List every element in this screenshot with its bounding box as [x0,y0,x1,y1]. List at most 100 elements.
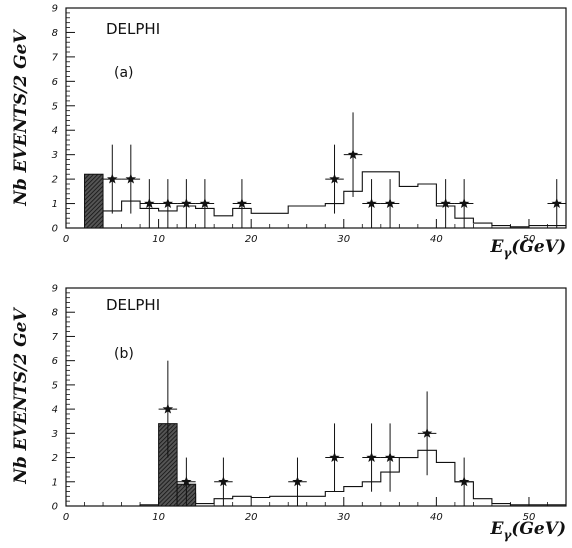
panel-b-y-axis-title: Nb EVENTS/2 GeV [11,306,31,484]
star-marker [218,476,229,487]
y-tick-label: 0 [52,224,58,235]
panel-b-simulation-histogram [139,449,566,506]
x-tick-label: 0 [63,234,69,245]
panel-a-x-axis-title-unit: (GeV) [511,237,566,257]
panel-b-plot-frame [65,287,567,507]
data-point [288,457,307,506]
histogram-bin [399,457,418,459]
histogram-bin [529,504,566,506]
data-point [158,179,178,228]
data-point [362,179,381,228]
histogram-bin [492,225,511,227]
data-point [380,179,400,228]
x-tick-label: 0 [63,512,69,523]
star-marker [366,452,377,463]
histogram-bin [251,497,270,499]
panel-a-y-axis-title: Nb EVENTS/2 GeV [11,28,31,206]
x-tick-label: 30 [337,234,350,245]
star-marker [199,198,211,209]
y-tick-label: 4 [52,126,58,137]
histogram-bin [510,504,529,506]
star-marker [125,173,137,184]
star-marker [458,476,470,487]
panel-b-x-axis-title-main: E [489,519,504,539]
panel-b-experiment-label: DELPHI [106,296,160,314]
panel-b-x-axis-title-unit: (GeV) [511,519,566,539]
histogram-line [139,449,566,506]
panel-b-data-points [158,360,474,506]
star-marker [181,198,192,209]
panel-a-x-axis-title: Eγ(GeV) [489,237,566,260]
y-tick-label: 6 [52,77,58,88]
star-marker [551,198,562,209]
data-point [232,179,252,228]
y-tick-label: 3 [52,429,58,440]
panel-b-panel-label: (b) [114,346,134,362]
data-point [380,423,400,492]
histogram-bin [344,486,363,488]
panel-a-x-axis-title-sub: γ [503,246,512,260]
panel-b-x-axis-title-sub: γ [503,528,512,542]
histogram-bin [270,495,289,497]
panel-a-y-ticks: 0 1 2 3 4 5 6 7 8 9 [52,4,75,235]
histogram-bin [288,495,325,497]
star-marker [347,149,359,160]
y-tick-label: 5 [52,380,58,391]
data-point [436,179,455,228]
y-tick-label: 5 [52,101,58,112]
y-tick-label: 6 [52,356,58,367]
x-tick-label: 40 [430,234,443,245]
y-tick-label: 2 [52,453,58,464]
histogram-bin [473,222,492,224]
histogram-bin [362,171,399,173]
star-marker [329,173,340,184]
y-tick-label: 7 [52,52,59,63]
histogram-bin [473,498,492,500]
star-marker [384,198,396,209]
histogram-bin [233,495,252,497]
panel-b: Nb EVENTS/2 GeV 0 1 2 3 4 5 6 7 8 9 0 10 20 30 40 50 D… [11,284,567,542]
panel-a-plot-frame [65,7,567,229]
histogram-bin [214,215,233,217]
data-point [547,179,566,228]
y-tick-label: 3 [52,150,58,161]
histogram-bin [251,212,288,214]
histogram-bin [399,185,418,187]
histogram-bin [510,226,529,228]
y-tick-label: 8 [52,308,58,319]
hatched-bar [84,173,104,229]
x-tick-label: 50 [523,512,536,523]
histogram-bin [140,504,159,506]
star-marker [107,173,118,184]
data-point [454,179,474,228]
data-point [343,112,363,197]
data-point [325,144,344,214]
panel-b-hatched-bars [158,423,197,507]
data-point [214,457,233,506]
data-point [417,391,437,476]
data-point [158,360,178,458]
y-tick-label: 8 [52,28,58,39]
panel-a-simulation-histogram [102,171,566,228]
data-point [195,179,215,228]
star-marker [421,427,433,438]
data-point [121,144,141,214]
star-marker [144,198,155,209]
panel-a-panel-label: (a) [114,65,134,81]
histogram-bin [196,503,215,505]
y-tick-label: 2 [52,175,58,186]
data-point [140,179,159,228]
y-tick-label: 4 [52,405,58,416]
panel-a: Nb EVENTS/2 GeV 0 1 2 3 4 5 6 7 8 9 0 10 20 30 40 50 D… [11,4,567,260]
histogram-bin [418,183,437,185]
x-tick-label: 30 [337,512,350,523]
histogram-line [102,171,566,228]
star-marker [384,452,396,463]
panel-b-x-ticks: 0 10 20 30 40 50 [63,497,567,523]
panel-b-y-ticks: 0 1 2 3 4 5 6 7 8 9 [52,284,75,513]
star-marker [366,198,377,209]
panel-a-hatched-bars [84,173,104,229]
star-marker [181,476,192,487]
y-tick-label: 1 [52,199,58,210]
